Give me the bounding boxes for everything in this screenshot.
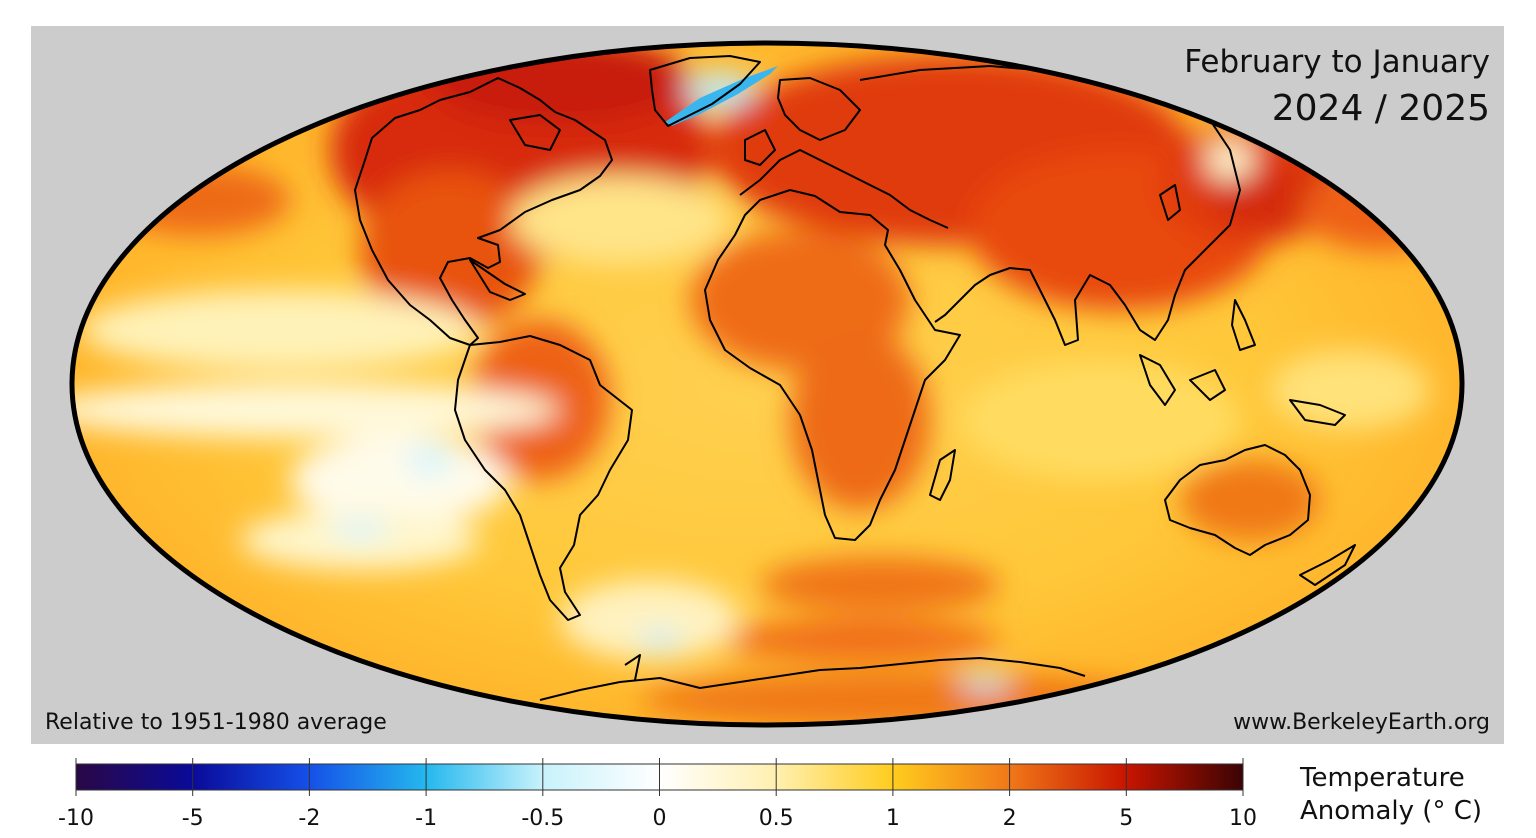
colorbar-tick-label: 2 <box>1002 806 1017 831</box>
anomaly-field <box>72 43 1460 725</box>
colorbar-ticks <box>75 758 1244 796</box>
colorbar-tick-label: -2 <box>298 806 321 831</box>
legend-units: Anomaly (° C) <box>1300 796 1483 826</box>
legend-title: Temperature <box>1300 763 1465 793</box>
coastlines <box>354 55 1356 701</box>
colorbar-tick-label: 5 <box>1119 806 1134 831</box>
period-years: 2024 / 2025 <box>1271 88 1490 129</box>
anomaly-map <box>69 40 1465 728</box>
colorbar-tick-label: -10 <box>58 806 94 831</box>
map-panel: February to January 2024 / 2025 Relative… <box>31 26 1504 744</box>
colorbar-tick-label: -5 <box>181 806 204 831</box>
colorbar-tick-label: -1 <box>415 806 438 831</box>
colorbar-tick-label: 10 <box>1229 806 1257 831</box>
baseline-note: Relative to 1951-1980 average <box>45 710 387 735</box>
colorbar-tick-label: 1 <box>885 806 900 831</box>
globe-outline <box>69 40 1465 728</box>
colorbar-tick-label: 0 <box>652 806 667 831</box>
source-url: www.BerkeleyEarth.org <box>1233 710 1490 735</box>
period-title: February to January <box>1184 44 1490 80</box>
colorbar-tick-label: -0.5 <box>521 806 565 831</box>
colorbar-tick-label: 0.5 <box>758 806 794 831</box>
colorbar <box>75 758 1244 796</box>
